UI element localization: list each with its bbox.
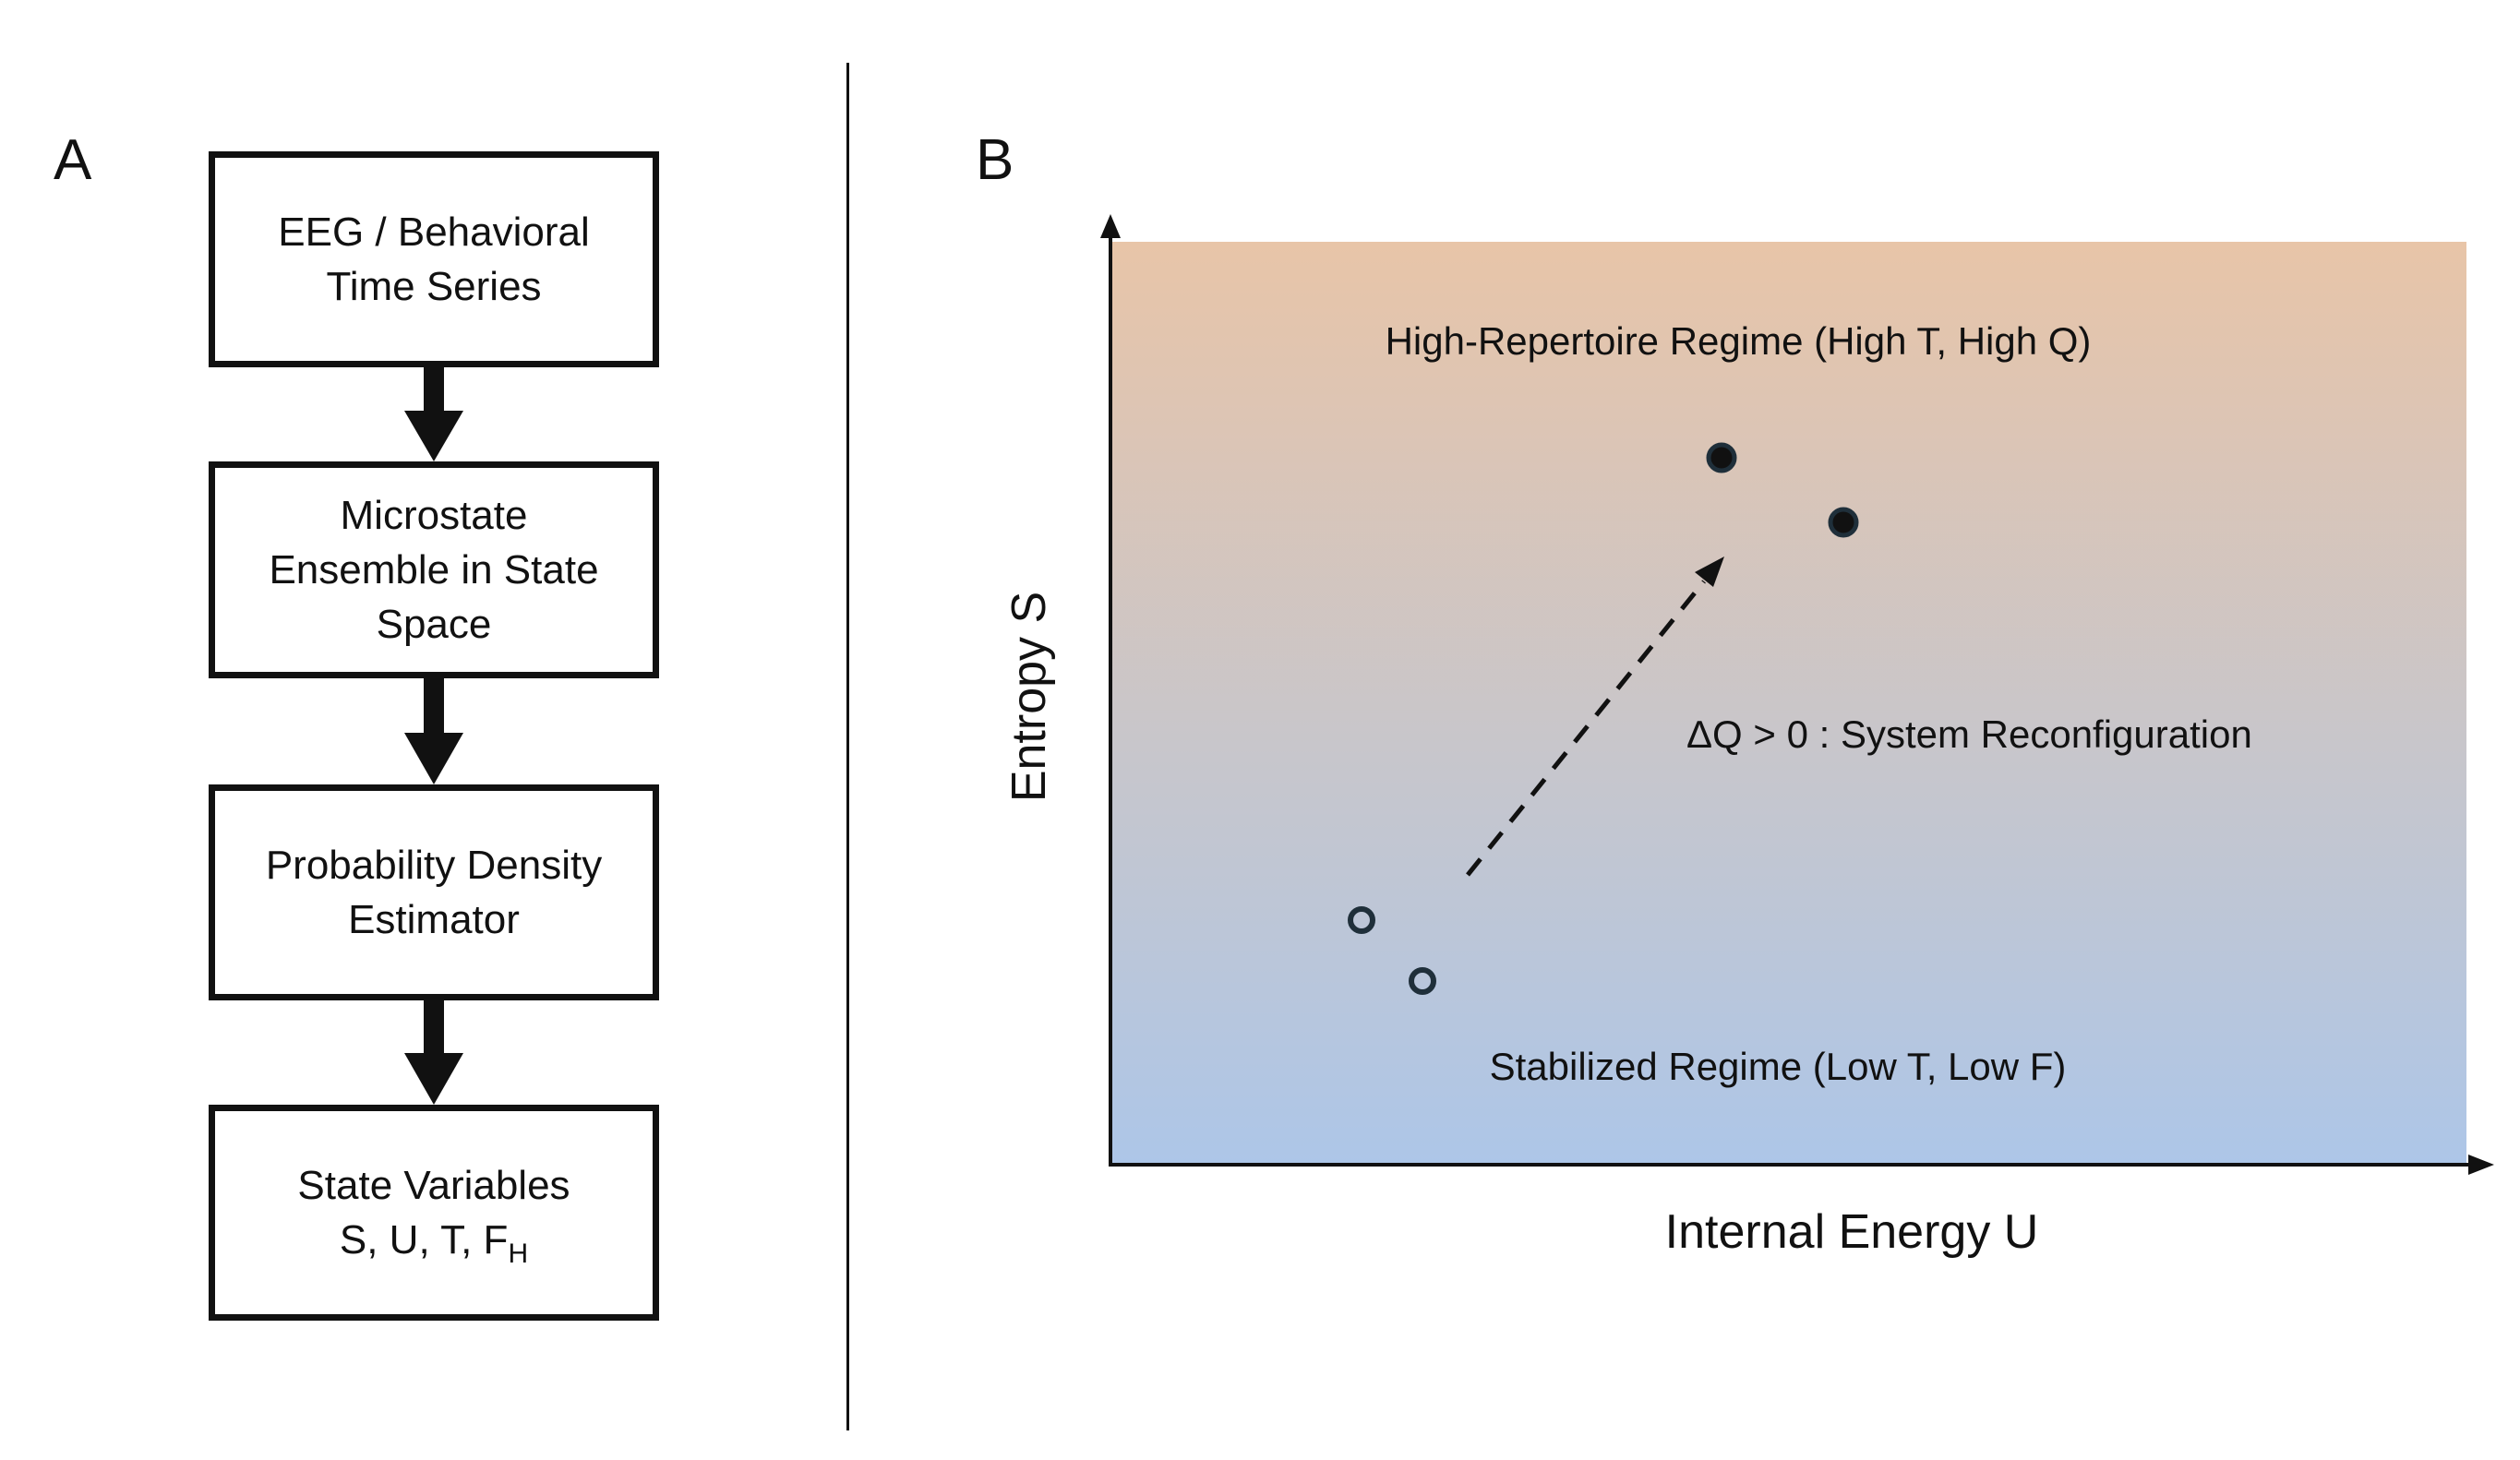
flow-box-text: Estimator (348, 897, 520, 942)
flow-box-text: Space (376, 602, 492, 647)
stabilized-regime-label: Stabilized Regime (Low T, Low F) (1490, 1045, 2067, 1088)
panel-divider (846, 63, 849, 1430)
transition-arrow (1466, 580, 1706, 877)
transition-label: ΔQ > 0 : System Reconfiguration (1686, 712, 2252, 756)
flow-box-text: Probability Density (265, 843, 603, 888)
x-axis-arrowhead (2468, 1155, 2494, 1175)
low-state-point (1409, 967, 1436, 995)
flow-arrow-head (404, 411, 463, 461)
high-state-point (1706, 442, 1737, 473)
flow-arrow-shaft (424, 1000, 444, 1056)
flow-box-text: Microstate (340, 493, 528, 538)
flow-box-text: Time Series (326, 264, 542, 309)
transition-arrowhead (1695, 556, 1724, 587)
flow-box-text: Ensemble in State (269, 547, 599, 592)
flow-arrows (404, 367, 463, 1105)
flow-arrow-head (404, 733, 463, 784)
y-axis-label: Entropy S (1002, 592, 1056, 802)
high-state-point (1828, 507, 1859, 538)
state-variables-subscript: H (508, 1239, 529, 1269)
flow-box-microstate-ensemble: Microstate Ensemble in State Space (209, 461, 659, 678)
flow-box-state-variables: State Variables S, U, T, FH (209, 1105, 659, 1321)
x-axis-label: Internal Energy U (1665, 1205, 2039, 1259)
y-axis-arrowhead (1100, 214, 1121, 238)
flow-box-text: EEG / Behavioral (278, 209, 590, 255)
panel-a-label: A (54, 128, 92, 192)
flow-arrow-shaft (424, 367, 444, 413)
low-state-point (1348, 906, 1375, 934)
flow-box-text: State Variables (297, 1163, 570, 1208)
flow-box-eeg-time-series: EEG / Behavioral Time Series (209, 151, 659, 367)
panel-b-label: B (976, 128, 1014, 192)
flow-box-text: S, U, T, FH (297, 1213, 570, 1269)
state-variables-text: S, U, T, F (339, 1217, 509, 1263)
regime-gradient-area (1112, 242, 2466, 1165)
flow-box-density-estimator: Probability Density Estimator (209, 784, 659, 1000)
high-repertoire-label: High-Repertoire Regime (High T, High Q) (1386, 319, 2092, 363)
flow-arrow-shaft (424, 678, 444, 736)
flow-arrow-head (404, 1053, 463, 1105)
